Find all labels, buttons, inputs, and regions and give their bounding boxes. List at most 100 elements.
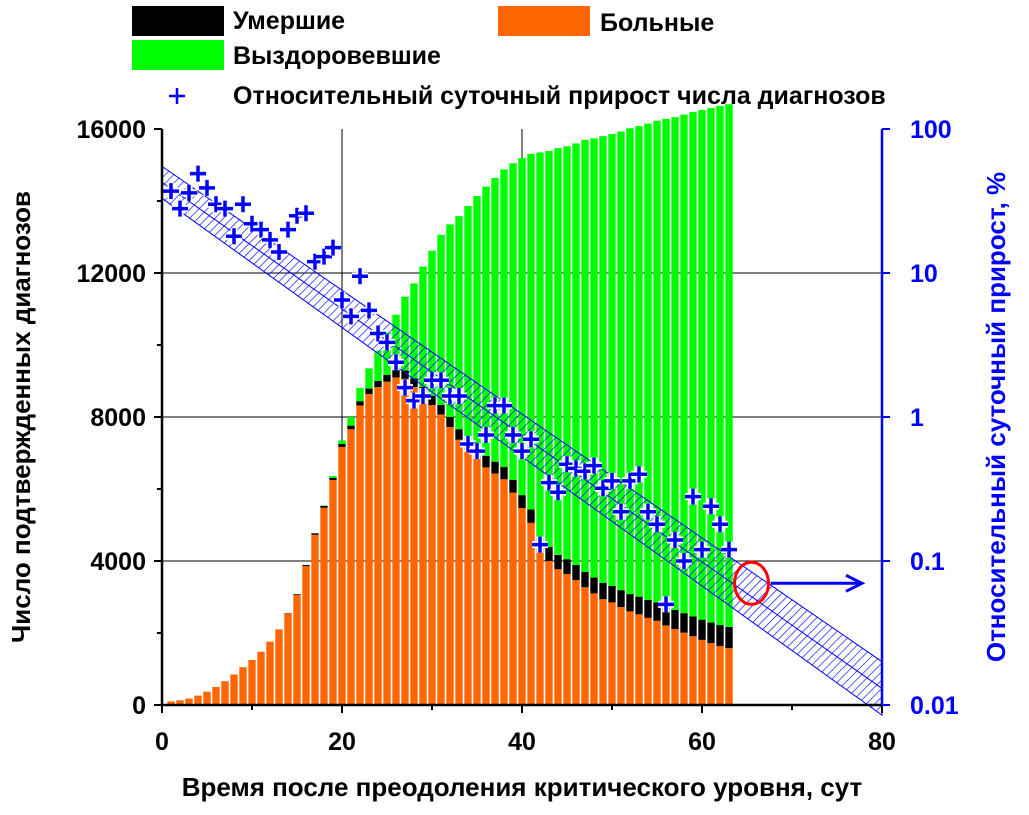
- bar-dead: [608, 585, 616, 603]
- bar-sick: [356, 405, 364, 705]
- rate-point-mark: [217, 200, 233, 217]
- x-tick-label: 40: [508, 728, 536, 756]
- rate-point-mark: [640, 503, 656, 520]
- rate-point: [640, 503, 656, 520]
- rate-point-mark: [433, 372, 449, 389]
- rate-point: [226, 228, 242, 245]
- bar-sick: [167, 701, 175, 705]
- legend: Умершие Больные Выздоровевшие Относитель…: [132, 6, 886, 110]
- highlight-circle: [733, 560, 770, 606]
- bar-recovered: [482, 186, 490, 456]
- y-tick-label: 8000: [90, 404, 146, 432]
- bar-sick: [383, 381, 391, 705]
- rate-point: [478, 426, 494, 443]
- bar-recovered: [437, 234, 445, 405]
- bar-recovered: [536, 152, 544, 539]
- bar-dead: [509, 480, 517, 493]
- bar-dead: [554, 554, 562, 570]
- y2-tick-label: 0.1: [910, 548, 945, 576]
- bar-sick: [392, 377, 400, 705]
- bar-sick: [635, 614, 643, 705]
- bar-sick: [626, 611, 634, 705]
- rate-point: [190, 165, 206, 182]
- y2-tick-label: 1: [910, 404, 924, 432]
- bar-sick: [644, 617, 652, 705]
- bar-sick: [374, 387, 382, 705]
- bar-recovered: [338, 440, 346, 444]
- rate-point: [676, 553, 692, 569]
- rate-point: [595, 480, 611, 497]
- rate-point: [586, 457, 602, 474]
- bar-dead: [320, 505, 328, 508]
- rate-point: [172, 200, 188, 217]
- rate-point-mark: [694, 541, 710, 558]
- bar-sick: [185, 698, 193, 705]
- bar-sick: [365, 393, 373, 705]
- bar-recovered: [725, 104, 733, 627]
- rate-point-mark: [658, 596, 674, 613]
- y-tick-label: 4000: [90, 548, 146, 576]
- bar-dead: [455, 429, 463, 440]
- rate-point: [271, 243, 287, 260]
- rate-point: [415, 387, 431, 404]
- rate-point: [523, 431, 539, 448]
- rate-point-mark: [298, 205, 314, 222]
- rate-point: [388, 354, 404, 371]
- bar-recovered: [626, 128, 634, 595]
- bar-dead: [725, 626, 733, 649]
- bar-dead: [617, 590, 625, 608]
- bar-sick: [680, 632, 688, 705]
- rate-point: [721, 541, 737, 558]
- rate-point-mark: [550, 484, 566, 501]
- rate-point: [532, 536, 548, 553]
- bar-dead: [374, 381, 382, 388]
- bar-recovered: [527, 153, 535, 510]
- rate-point-mark: [235, 196, 251, 213]
- bar-dead: [635, 596, 643, 615]
- bar-recovered: [356, 387, 364, 402]
- bar-dead: [347, 425, 355, 430]
- bar-sick: [518, 508, 526, 705]
- rate-point: [262, 231, 278, 248]
- bar-recovered: [491, 177, 499, 462]
- rate-point: [253, 221, 269, 238]
- bar-recovered: [347, 417, 355, 426]
- rate-point-mark: [586, 457, 602, 474]
- bar-sick: [509, 492, 517, 705]
- bar-dead: [446, 417, 454, 428]
- bar-sick: [698, 639, 706, 705]
- bar-recovered: [518, 158, 526, 496]
- rate-point-mark: [388, 354, 404, 371]
- y-tick-label: 16000: [76, 116, 146, 144]
- bar-sick: [428, 405, 436, 705]
- rate-point-mark: [163, 183, 179, 200]
- bar-sick: [590, 593, 598, 705]
- rate-point: [181, 184, 197, 201]
- rate-point: [505, 426, 521, 443]
- rate-point-mark: [667, 531, 683, 548]
- bar-sick: [419, 395, 427, 705]
- rate-point: [613, 503, 629, 520]
- bar-sick: [410, 387, 418, 705]
- rate-point: [604, 472, 620, 489]
- rate-point: [208, 196, 224, 213]
- rate-point: [163, 183, 179, 200]
- y2-axis-title: Относительный суточный прирост, %: [981, 172, 1011, 662]
- bar-sick: [194, 695, 202, 705]
- rate-point: [217, 200, 233, 217]
- bar-dead: [680, 613, 688, 633]
- bar-sick: [563, 573, 571, 705]
- legend-swatch-recovered: [132, 40, 224, 70]
- bar-dead: [392, 369, 400, 378]
- rate-point-mark: [172, 200, 188, 217]
- bar-sick: [482, 467, 490, 705]
- rate-point-mark: [469, 443, 485, 460]
- legend-label-rate: Относительный суточный прирост числа диа…: [233, 82, 886, 110]
- bar-sick: [266, 641, 274, 705]
- rate-point: [514, 443, 530, 460]
- bar-dead: [644, 599, 652, 618]
- rate-point-mark: [577, 463, 593, 480]
- bar-dead: [311, 533, 319, 535]
- bar-recovered: [599, 136, 607, 583]
- rate-point-mark: [595, 480, 611, 497]
